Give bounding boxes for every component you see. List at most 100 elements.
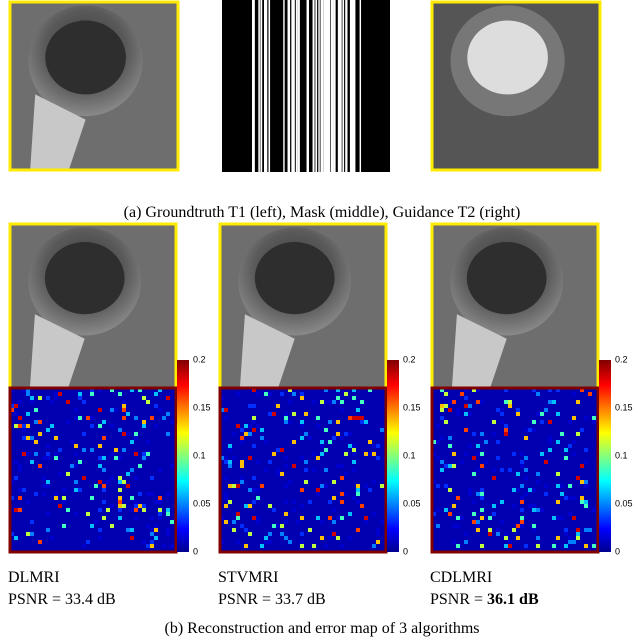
error-pixel [464,452,468,456]
psnr-label: PSNR = 33.4 dB [8,591,116,608]
error-pixel [556,440,560,444]
error-pixel [284,464,288,468]
error-pixel [260,436,264,440]
error-pixel [504,536,508,540]
mri-structure [254,242,335,315]
psnr-value: 33.7 dB [275,591,326,608]
error-pixel [142,396,146,400]
error-pixel [340,464,344,468]
error-pixel [336,536,340,540]
error-pixel [74,464,78,468]
error-pixel [138,388,142,392]
error-pixel [496,440,500,444]
error-pixel [516,412,520,416]
error-pixel [78,416,82,420]
error-pixel [476,492,480,496]
error-pixel [224,476,228,480]
error-pixel [276,404,280,408]
error-pixel [224,496,228,500]
psnr-label: PSNR = 36.1 dB [430,591,539,608]
error-pixel [118,488,122,492]
error-pixel [344,452,348,456]
error-pixel [432,452,436,456]
error-pixel [252,500,256,504]
error-pixel [524,428,528,432]
error-pixel [440,468,444,472]
error-pixel [240,524,244,528]
mask-line [337,0,341,172]
error-pixel [98,536,102,540]
error-pixel [572,416,576,420]
error-pixel [560,492,564,496]
error-pixel [500,408,504,412]
error-pixel [10,404,14,408]
error-pixel [320,520,324,524]
error-pixel [248,432,252,436]
error-pixel [332,436,336,440]
error-pixel [480,508,484,512]
colorbar-tick-label: 0 [615,546,620,556]
error-pixel [280,448,284,452]
error-pixel [284,484,288,488]
error-pixel [512,452,516,456]
error-pixel [336,396,340,400]
error-pixel [588,392,592,396]
error-pixel [316,516,320,520]
error-pixel [42,456,46,460]
error-pixel [536,480,540,484]
error-pixel [340,492,344,496]
error-pixel [564,496,568,500]
error-pixel [90,388,94,392]
error-pixel [38,540,42,544]
error-pixel [376,532,380,536]
error-pixel [532,528,536,532]
mri-structure [44,242,125,315]
error-pixel [146,544,150,548]
error-pixel [78,460,82,464]
error-pixel [564,448,568,452]
error-pixel [252,516,256,520]
error-pixel [524,468,528,472]
error-pixel [268,392,272,396]
error-pixel [288,400,292,404]
error-pixel [288,388,292,392]
error-pixel [464,388,468,392]
error-pixel [14,412,18,416]
psnr-value: 33.4 dB [65,591,116,608]
error-pixel [364,520,368,524]
mri-structure [29,314,85,388]
error-pixel [476,468,480,472]
error-pixel [292,464,296,468]
error-pixel [316,488,320,492]
error-pixel [572,496,576,500]
colorbar-tick-label: 0.05 [615,498,633,508]
error-pixel [592,508,596,512]
error-pixel [74,452,78,456]
error-pixel [70,464,74,468]
error-pixel [22,388,26,392]
error-pixel [364,420,368,424]
error-pixel [588,528,592,532]
error-pixel [468,492,472,496]
error-pixel [18,464,22,468]
error-pixel [90,424,94,428]
error-pixel [58,504,62,508]
error-pixel [452,400,456,404]
error-pixel [580,480,584,484]
method-name: DLMRI [8,569,60,586]
error-pixel [122,400,126,404]
error-pixel [592,420,596,424]
error-pixel [170,544,174,548]
error-pixel [14,536,18,540]
error-pixel [300,396,304,400]
error-pixel [98,456,102,460]
error-pixel [320,444,324,448]
error-pixel [86,512,90,516]
error-pixel [340,436,344,440]
error-pixel [26,388,30,392]
error-pixel [352,416,356,420]
mask-line [340,0,342,172]
error-pixel [356,416,360,420]
mask-line [268,0,270,172]
